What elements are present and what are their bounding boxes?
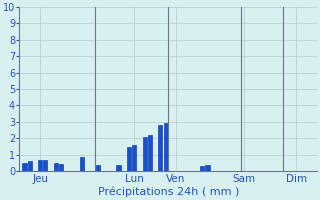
Bar <box>96 165 100 171</box>
Bar <box>164 123 168 171</box>
Bar <box>158 125 163 171</box>
Bar <box>127 147 131 171</box>
Bar <box>43 160 47 171</box>
Bar <box>80 157 84 171</box>
X-axis label: Précipitations 24h ( mm ): Précipitations 24h ( mm ) <box>98 187 239 197</box>
Bar <box>59 164 63 171</box>
Bar <box>132 145 136 171</box>
Bar <box>22 163 27 171</box>
Bar <box>54 163 58 171</box>
Bar <box>38 160 42 171</box>
Bar <box>148 135 152 171</box>
Bar <box>143 137 147 171</box>
Bar <box>116 165 121 171</box>
Bar <box>28 161 32 171</box>
Bar <box>205 165 210 171</box>
Bar <box>200 166 204 171</box>
